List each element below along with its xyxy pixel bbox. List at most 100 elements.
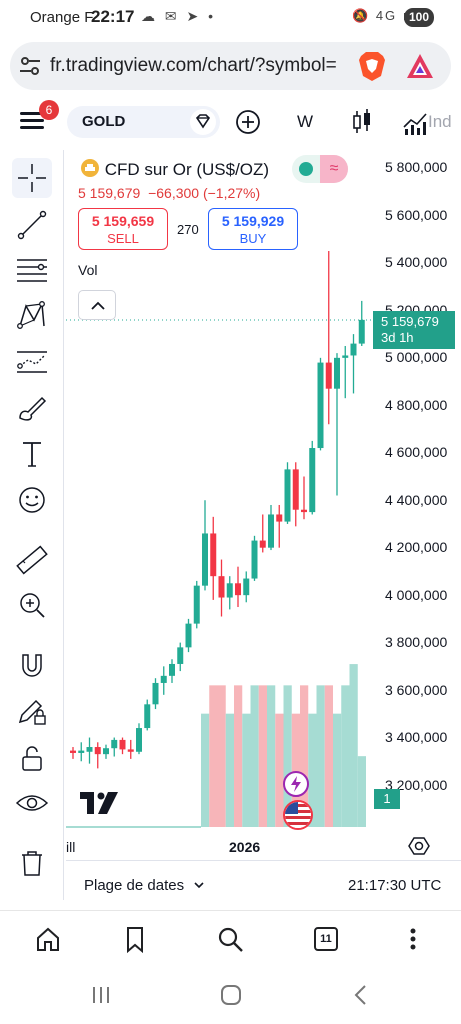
volume-bar — [225, 713, 234, 827]
forecast-icon — [17, 351, 47, 373]
home-icon — [37, 927, 59, 951]
brave-rewards-icon[interactable] — [405, 52, 435, 80]
menu-button[interactable] — [0, 98, 60, 146]
system-navbar — [0, 968, 461, 1024]
address-bar[interactable]: fr.tradingview.com/chart/?symbol= — [10, 42, 451, 90]
bookmarks-button[interactable] — [120, 924, 150, 954]
candle-body — [169, 663, 175, 676]
candle-body — [259, 540, 266, 548]
event-flash-icon[interactable] — [283, 771, 309, 797]
volume-bar — [357, 756, 366, 827]
chart-settings-button[interactable] — [407, 834, 431, 858]
volume-legend[interactable]: Vol — [78, 262, 98, 278]
text-tool[interactable] — [12, 434, 52, 474]
y-axis-label: 4 800,000 — [385, 396, 448, 413]
y-axis-label: 3 800,000 — [385, 634, 448, 650]
sell-label: SELL — [107, 231, 139, 246]
candle-body — [309, 448, 316, 513]
search-button[interactable] — [215, 924, 245, 954]
y-axis-label: 3 400,000 — [385, 729, 448, 745]
interval-button[interactable]: W — [296, 112, 314, 131]
price-chart[interactable] — [66, 150, 461, 860]
browser-menu-button[interactable] — [398, 924, 428, 954]
brave-shield-icon[interactable] — [357, 50, 387, 82]
candle-body — [177, 647, 184, 664]
candle-body — [127, 749, 134, 752]
hamburger-icon — [20, 112, 44, 115]
forecast-tool[interactable] — [12, 342, 52, 382]
collapse-legend-button[interactable] — [78, 290, 116, 320]
network-type: 4G — [375, 8, 398, 23]
candle-body — [94, 747, 101, 755]
home-system-icon[interactable] — [218, 982, 244, 1008]
x-axis-label-1: 2026 — [229, 839, 261, 855]
url-text[interactable]: fr.tradingview.com/chart/?symbol= — [50, 55, 337, 76]
candle-body — [284, 469, 291, 522]
home-button[interactable] — [33, 924, 63, 954]
x-axis-label-0: ill — [66, 839, 76, 855]
bar-countdown: 3d 1h — [381, 330, 414, 345]
current-price-value: 5 159,679 — [381, 314, 439, 329]
candle-body — [342, 355, 349, 358]
candle-body — [292, 469, 299, 510]
volume-bar — [201, 713, 210, 827]
legend-title: CFD sur Or (US$/OZ) — [104, 160, 270, 179]
measure-tool[interactable] — [12, 540, 52, 580]
candle-body — [276, 514, 283, 522]
pencil-lock-icon — [18, 699, 46, 725]
trend-line-tool[interactable] — [12, 205, 52, 245]
zoom-in-icon — [20, 593, 45, 618]
tabs-button[interactable]: 11 — [311, 924, 341, 954]
pattern-tool[interactable] — [12, 296, 52, 336]
unlock-icon — [22, 746, 42, 771]
chart-bottom-bar — [66, 860, 461, 908]
legend-title-row[interactable]: CFD sur Or (US$/OZ) — [80, 158, 269, 180]
candle-body — [136, 728, 142, 752]
diamond-icon[interactable] — [190, 109, 216, 135]
crosshair-tool[interactable] — [12, 158, 52, 198]
volume-bar — [234, 685, 243, 827]
chevron-up-icon — [91, 301, 105, 310]
utc-clock[interactable]: 21:17:30 UTC — [348, 877, 442, 894]
compare-symbol-button[interactable] — [232, 106, 264, 138]
site-settings-icon[interactable] — [18, 54, 42, 78]
buy-button[interactable]: 5 159,929 BUY — [208, 208, 298, 250]
candle-body — [325, 362, 332, 389]
magnet-tool[interactable] — [12, 645, 52, 685]
carrier-name: Orange F — [30, 9, 94, 26]
remove-drawings-tool[interactable] — [12, 843, 52, 883]
emoji-tool[interactable] — [12, 480, 52, 520]
y-axis-label: 5 600,000 — [385, 206, 448, 223]
date-range-button[interactable]: Plage de dates — [84, 877, 206, 894]
hide-drawings-tool[interactable] — [12, 783, 52, 823]
volume-bar — [300, 685, 309, 827]
recent-apps-icon[interactable] — [88, 982, 114, 1008]
tradingview-logo-icon[interactable] — [80, 792, 120, 814]
lock-drawing-tool[interactable] — [12, 692, 52, 732]
candle-body — [103, 748, 109, 755]
ruler-icon — [16, 545, 48, 575]
trash-icon — [22, 851, 42, 876]
zoom-tool[interactable] — [12, 585, 52, 625]
symbol-search-button[interactable]: GOLD — [67, 106, 220, 138]
notification-icons: ☁ ✉ ➤ • — [141, 8, 217, 24]
smiley-icon — [19, 487, 45, 513]
battery-icon: 100 — [404, 8, 434, 27]
eye-icon — [15, 795, 49, 811]
us-flag-icon[interactable] — [283, 800, 313, 830]
brush-tool[interactable] — [12, 388, 52, 428]
lock-all-tool[interactable] — [12, 738, 52, 778]
indicators-label: Ind — [428, 112, 452, 131]
y-axis-label: 4 400,000 — [385, 491, 448, 508]
sell-button[interactable]: 5 159,659 SELL — [78, 208, 168, 250]
y-axis-label: 5 800,000 — [385, 159, 448, 175]
back-icon[interactable] — [348, 982, 374, 1008]
chart-type-button[interactable] — [348, 106, 376, 138]
fib-tool[interactable] — [12, 250, 52, 290]
text-icon — [23, 442, 41, 467]
candle-body — [226, 583, 233, 598]
candle-body — [350, 343, 357, 356]
indicators-button[interactable]: Ind — [402, 106, 461, 138]
market-status-toggle[interactable]: ≈ — [292, 155, 348, 183]
volume-bar — [209, 685, 218, 827]
